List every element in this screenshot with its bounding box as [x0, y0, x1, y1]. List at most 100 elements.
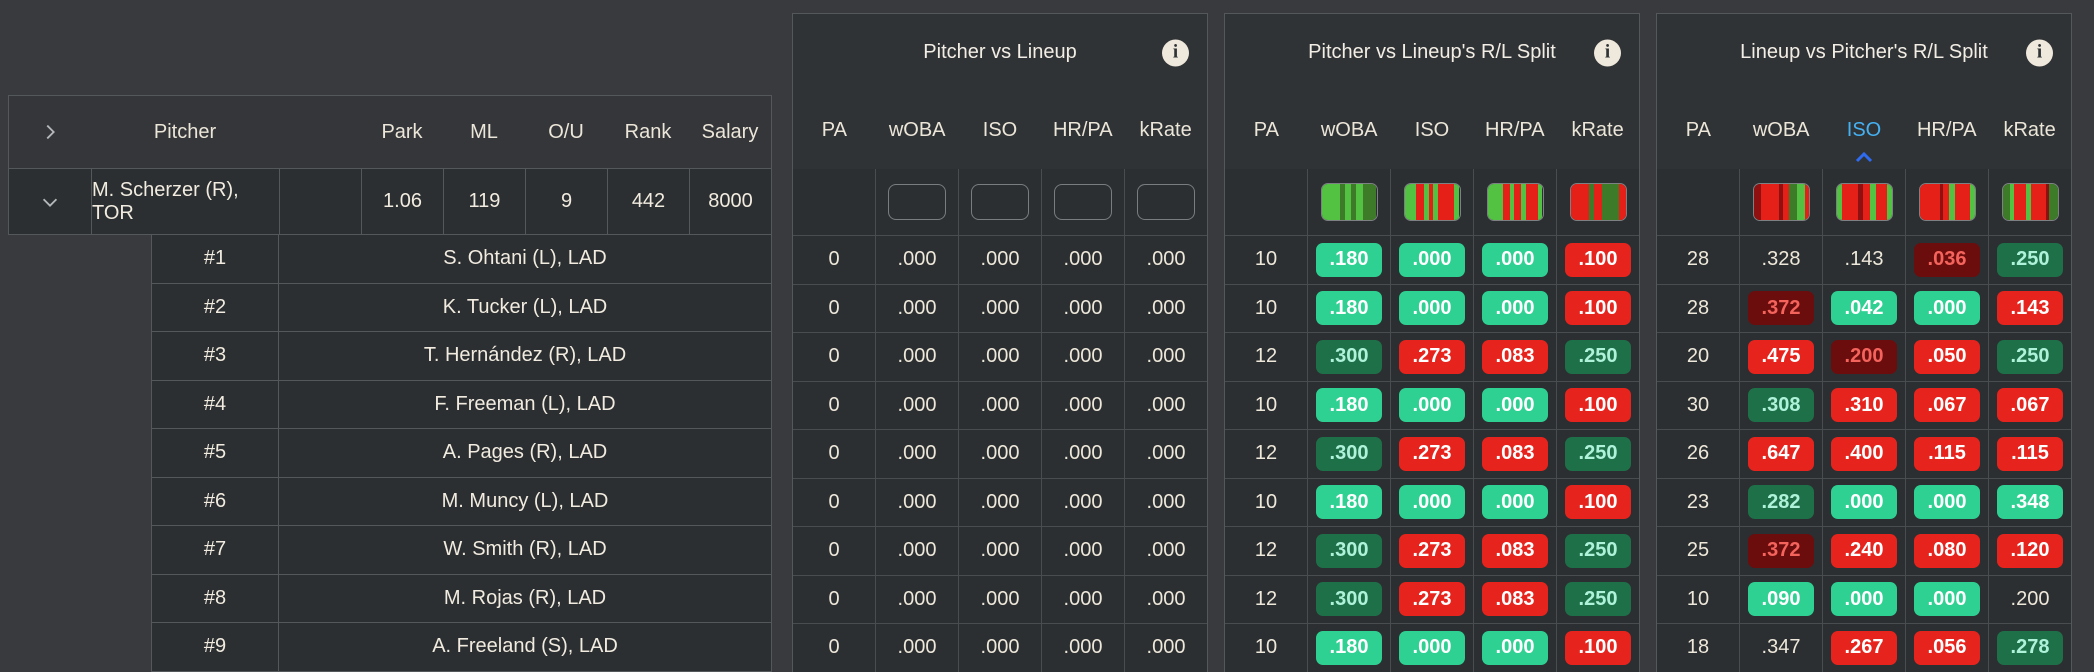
col-header-ml[interactable]: ML: [470, 120, 498, 143]
col-header-iso[interactable]: ISO: [1823, 91, 1906, 170]
panel-stat-row: 0 .000 .000 .000 .000: [793, 526, 1207, 575]
stat-cell: .000: [958, 284, 1041, 332]
pitcher-ml-value: 119: [443, 169, 525, 234]
stat-badge: .000: [1914, 485, 1980, 520]
stat-badge: .042: [1831, 291, 1897, 326]
info-icon[interactable]: i: [2026, 39, 2053, 66]
stat-cell: .372: [1739, 284, 1822, 332]
batter-name: M. Rojas (R), LAD: [443, 586, 607, 609]
chart-stripe: [1503, 184, 1510, 220]
col-header-park[interactable]: Park: [381, 120, 423, 143]
stat-cell: .000: [1124, 381, 1207, 429]
stat-cell: .000: [1390, 624, 1473, 672]
stat-badge: .180: [1316, 485, 1382, 520]
stat-badge: .273: [1399, 436, 1465, 471]
stat-cell: .000: [958, 333, 1041, 381]
col-header-krate[interactable]: kRate: [1139, 119, 1192, 141]
col-header-pa[interactable]: PA: [821, 119, 847, 141]
pitcher-stat-cell: [1905, 169, 1988, 235]
stat-badge: .180: [1316, 242, 1382, 277]
stat-value: .000: [897, 636, 937, 659]
col-header-woba[interactable]: wOBA: [1320, 119, 1378, 141]
panel-title: Pitcher vs Lineup: [923, 41, 1077, 63]
chart-stripe: [1753, 184, 1762, 220]
stat-cell: .180: [1307, 624, 1390, 672]
stat-badge: .250: [1997, 242, 2063, 277]
panel-stat-row: 0 .000 .000 .000 .000: [793, 429, 1207, 478]
expand-all-cell[interactable]: [9, 96, 91, 168]
col-header-pa[interactable]: PA: [1253, 119, 1279, 141]
panel-stat-row: 10 .090 .000 .000 .200: [1657, 574, 2071, 623]
stat-filter-input[interactable]: [1137, 184, 1195, 220]
col-header-hrpa[interactable]: HR/PA: [1052, 119, 1113, 141]
stat-cell: .056: [1905, 624, 1988, 672]
stat-cell: .100: [1556, 236, 1639, 284]
stat-cell: .090: [1739, 575, 1822, 623]
pa-value: 18: [1686, 636, 1710, 659]
stat-value: .000: [1146, 636, 1186, 659]
stat-cell: .000: [1473, 381, 1556, 429]
stat-filter-input[interactable]: [888, 184, 946, 220]
stat-badge: .180: [1316, 630, 1382, 665]
col-header-blank: [279, 96, 361, 168]
stat-badge: .250: [1565, 533, 1631, 568]
split-distribution-chart: [1918, 183, 1976, 221]
col-header-iso[interactable]: ISO: [1414, 119, 1450, 141]
split-distribution-chart: [1486, 183, 1544, 221]
stat-cell: .083: [1473, 575, 1556, 623]
stat-badge: .000: [1914, 291, 1980, 326]
stat-filter-input[interactable]: [1054, 184, 1112, 220]
col-header-woba[interactable]: wOBA: [1752, 119, 1810, 141]
collapse-row-toggle[interactable]: [9, 169, 91, 234]
stat-cell: .348: [1988, 478, 2071, 526]
panel-stat-row: 0 .000 .000 .000 .000: [793, 623, 1207, 672]
pa-value: 10: [1254, 636, 1278, 659]
panel-stat-row: 28 .372 .042 .000 .143: [1657, 283, 2071, 332]
col-header-hrpa[interactable]: HR/PA: [1916, 119, 1977, 141]
chart-stripe: [2009, 184, 2015, 220]
panel-stat-row: 0 .000 .000 .000 .000: [793, 380, 1207, 429]
col-header-woba[interactable]: wOBA: [888, 119, 946, 141]
pitcher-stat-cell: [1556, 169, 1639, 235]
stat-cell: .000: [1473, 284, 1556, 332]
col-header-ou[interactable]: O/U: [548, 120, 584, 143]
col-header-rank[interactable]: Rank: [624, 120, 672, 143]
stat-cell: .000: [1473, 624, 1556, 672]
stat-badge: .250: [1565, 436, 1631, 471]
stat-cell: .000: [875, 284, 958, 332]
lineup-row: #4 F. Freeman (L), LAD: [151, 380, 772, 429]
stat-value: .000: [980, 393, 1020, 416]
stat-value: .000: [1063, 345, 1103, 368]
stat-cell: .273: [1390, 575, 1473, 623]
stat-badge: .083: [1482, 436, 1548, 471]
panel-stat-row: 23 .282 .000 .000 .348: [1657, 477, 2071, 526]
stat-cell: .083: [1473, 333, 1556, 381]
pa-value: 30: [1686, 393, 1710, 416]
info-icon[interactable]: i: [1162, 39, 1189, 66]
col-header-pitcher[interactable]: Pitcher: [153, 120, 217, 143]
stat-badge: .348: [1997, 485, 2063, 520]
stat-badge: .250: [1565, 582, 1631, 617]
col-header-krate[interactable]: kRate: [2003, 119, 2056, 141]
col-header-pa[interactable]: PA: [1685, 119, 1711, 141]
pitcher-stat-cell: [1041, 169, 1124, 235]
stat-cell: .180: [1307, 236, 1390, 284]
split-distribution-chart: [1403, 183, 1461, 221]
stat-badge: .100: [1565, 630, 1631, 665]
panel-stat-row: 0 .000 .000 .000 .000: [793, 283, 1207, 332]
pitcher-stat-cell: [1307, 169, 1390, 235]
lineup-row: #1 S. Ohtani (L), LAD: [151, 235, 772, 284]
col-header-salary[interactable]: Salary: [701, 120, 759, 143]
stat-cell: .180: [1307, 478, 1390, 526]
split-distribution-chart: [1752, 183, 1810, 221]
chart-stripe: [1415, 184, 1424, 220]
col-header-hrpa[interactable]: HR/PA: [1484, 119, 1545, 141]
stat-filter-input[interactable]: [971, 184, 1029, 220]
col-header-iso[interactable]: ISO: [982, 119, 1018, 141]
col-header-krate[interactable]: kRate: [1571, 119, 1624, 141]
stat-badge: .300: [1316, 339, 1382, 374]
info-icon[interactable]: i: [1594, 39, 1621, 66]
split-distribution-chart: [2001, 183, 2059, 221]
pitcher-table: Pitcher Park ML O/U Rank Salary M. Scher…: [8, 95, 772, 672]
panel-stat-row: 25 .372 .240 .080 .120: [1657, 526, 2071, 575]
